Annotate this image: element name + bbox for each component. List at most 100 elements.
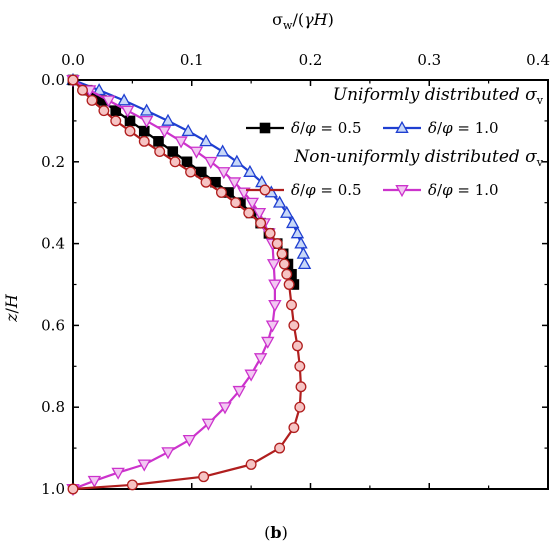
data-point [227,177,242,190]
legend-item: δ/φ = 1.0 [383,119,499,137]
data-point [101,95,116,108]
x-tick-label: 0.0 [61,51,85,69]
data-point [290,226,305,239]
x-tick-label: 0.3 [417,51,441,69]
data-point [243,207,255,219]
data-point [278,258,290,270]
y-ticks: 0.0 0.2 0.4 0.6 0.8 1.0 [41,71,548,498]
data-point [161,113,175,126]
legend-marker [395,120,409,133]
series-layer [66,72,312,497]
y-tick-label: 0.4 [41,235,65,253]
data-point [174,136,188,149]
data-point [198,471,210,483]
data-point [281,268,293,280]
data-point [288,422,300,434]
legend-item: δ/φ = 0.5 [246,181,362,199]
y-tick-label: 0.8 [41,398,65,416]
data-point [67,74,79,86]
data-point [215,144,230,157]
data-point [265,320,280,333]
data-point [87,475,102,488]
data-point [98,105,110,117]
x-tick-label: 0.4 [526,51,550,69]
series-line [72,79,303,491]
data-point [272,195,287,208]
data-point [218,402,232,415]
data-point [124,125,136,137]
legend-heading: Uniformly distributed σv [333,85,544,107]
data-point [266,259,281,272]
data-point [137,459,151,472]
data-point [126,479,138,491]
data-point [230,197,242,209]
data-point [255,217,267,229]
data-point [117,93,131,106]
data-point [297,256,312,270]
data-point [167,146,179,157]
data-point [124,115,136,127]
legend-label: δ/φ = 0.5 [291,119,362,137]
data-point [243,164,257,177]
data-point [294,401,306,413]
data-point [169,156,181,168]
data-point [199,134,213,147]
data-point [111,467,125,480]
x-axis-title: σw/(γH) [272,10,334,32]
data-point [294,360,306,372]
data-point [110,115,122,127]
legend-item: δ/φ = 0.5 [246,119,362,137]
y-axis-title: z/H [2,293,21,323]
legend-marker [259,122,271,134]
data-point [139,115,154,129]
data-point [280,205,294,218]
data-point [204,156,218,169]
data-point [181,123,195,137]
data-point [189,146,204,159]
y-tick-label: 0.2 [41,153,65,171]
data-point [253,353,268,366]
data-point [139,103,154,116]
data-point [285,216,300,229]
data-point [181,156,193,168]
data-point [182,434,197,448]
data-point [154,146,166,158]
data-point [157,126,172,139]
data-point [274,442,286,454]
panel-label: (b) [264,523,288,542]
data-point [296,246,311,259]
y-tick-label: 1.0 [41,480,65,498]
data-point [77,84,88,96]
series-1 [66,72,312,270]
legend-marker [259,184,271,196]
legend: Uniformly distributed σv δ/φ = 0.5 δ/φ = 1… [246,85,544,199]
data-point [288,319,300,331]
legend-label: δ/φ = 1.0 [428,181,499,199]
x-ticks: 0.0 0.1 0.2 0.3 0.4 [61,51,550,489]
data-point [261,336,275,349]
legend-label: δ/φ = 1.0 [428,119,499,137]
data-point [264,227,276,239]
data-point [286,299,297,311]
data-point [217,167,231,180]
data-point [67,483,79,495]
legend-item: δ/φ = 1.0 [383,181,499,199]
x-tick-label: 0.1 [180,51,204,69]
series-3 [66,75,282,497]
data-point [268,279,282,292]
data-point [294,236,308,249]
data-point [276,248,288,260]
data-point [138,135,150,147]
series-2 [67,74,307,495]
data-point [283,279,295,290]
legend-marker [395,185,409,198]
data-point [230,154,244,167]
y-tick-label: 0.0 [41,71,65,89]
data-point [86,94,98,106]
data-point [271,238,283,250]
data-point [291,340,303,352]
data-point [295,381,307,393]
x-tick-label: 0.2 [299,51,323,69]
